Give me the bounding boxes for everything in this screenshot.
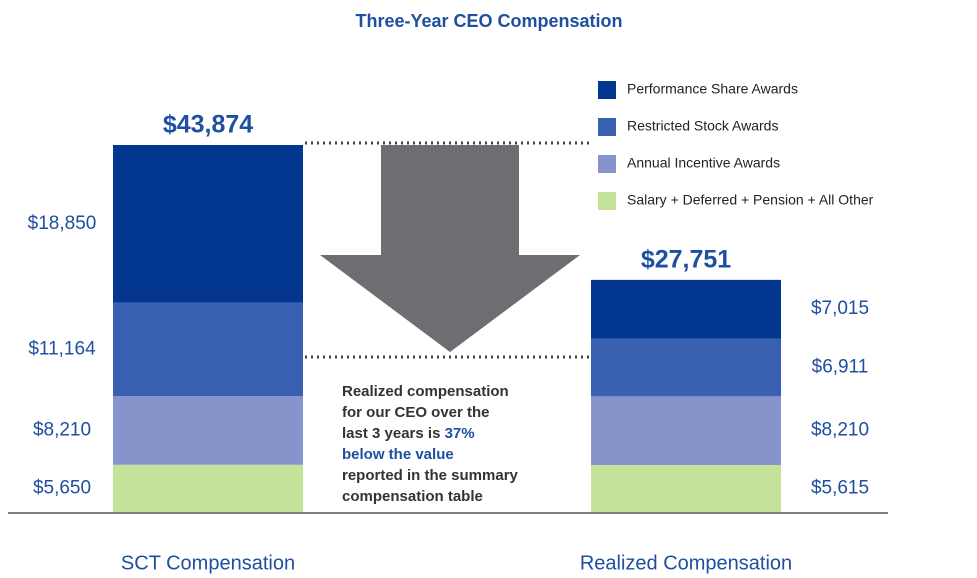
annotation-text: last 3 years is — [342, 425, 445, 442]
annotation-text: reported in the summary — [342, 467, 519, 484]
legend-label: Salary + Deferred + Pension + All Other — [627, 192, 874, 208]
annotation-line: for our CEO over the — [342, 404, 490, 421]
bar-segment — [113, 145, 303, 303]
bar-segment — [113, 396, 303, 465]
annotation-line: reported in the summary — [342, 467, 519, 484]
annotation-text: Realized compensation — [342, 383, 509, 400]
value-label: $18,850 — [28, 213, 97, 234]
legend-label: Annual Incentive Awards — [627, 155, 780, 171]
value-label: $8,210 — [33, 419, 91, 440]
value-label: $5,615 — [811, 478, 869, 499]
legend-label: Performance Share Awards — [627, 81, 798, 97]
legend-swatch — [598, 155, 616, 173]
legend-swatch — [598, 118, 616, 136]
chart-title: Three-Year CEO Compensation — [355, 11, 622, 31]
legend-swatch — [598, 192, 616, 210]
value-label: $5,650 — [33, 477, 91, 498]
arrow — [320, 145, 580, 352]
total-label: $27,751 — [641, 245, 731, 273]
annotation-text: compensation table — [342, 488, 483, 505]
total-label: $43,874 — [163, 111, 253, 139]
annotation-line: last 3 years is 37% — [342, 425, 475, 442]
legend-swatch — [598, 81, 616, 99]
value-label: $6,911 — [812, 356, 869, 377]
x-tick-label: SCT Compensation — [121, 552, 295, 574]
annotation-line: compensation table — [342, 488, 483, 505]
value-label: $7,015 — [811, 298, 869, 319]
value-label: $8,210 — [811, 420, 869, 441]
annotation-text: below the value — [342, 446, 454, 463]
bar-segment — [591, 338, 781, 397]
annotation-text: 37% — [445, 425, 475, 442]
bar-segment — [591, 396, 781, 466]
annotation-line: below the value — [342, 446, 454, 463]
bar-segment — [113, 302, 303, 397]
value-label: $11,164 — [28, 338, 96, 359]
x-tick-label: Realized Compensation — [580, 552, 792, 574]
annotation-text: for our CEO over the — [342, 404, 490, 421]
bar-segment — [591, 279, 781, 339]
annotation-line: Realized compensation — [342, 383, 509, 400]
legend-label: Restricted Stock Awards — [627, 118, 778, 134]
bar-segment — [591, 465, 781, 512]
bar-segment — [113, 464, 303, 512]
